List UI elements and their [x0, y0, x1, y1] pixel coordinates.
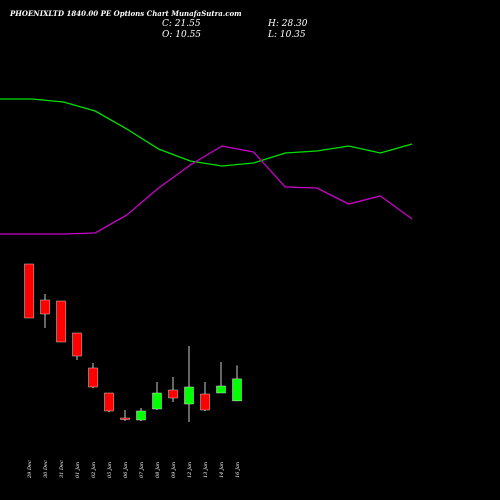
- candle-body: [24, 263, 34, 319]
- candle: [152, 382, 162, 410]
- candle-body: [168, 389, 178, 399]
- candle-body: [104, 392, 114, 412]
- x-tick-label: 31 Dec: [59, 460, 65, 478]
- candle: [88, 363, 98, 388]
- candle: [104, 392, 114, 412]
- x-tick-label: 01 Jan: [75, 462, 81, 478]
- candle-body: [56, 300, 66, 343]
- candle: [136, 408, 146, 421]
- candle: [24, 263, 34, 319]
- x-tick-label: 02 Jan: [91, 462, 97, 478]
- high-value: H: 28.30: [267, 19, 308, 29]
- x-tick-label: 16 Jan: [235, 462, 241, 478]
- candle: [72, 332, 82, 360]
- open-value: O: 10.55: [162, 30, 201, 40]
- candle-body: [120, 417, 130, 420]
- close-value: C: 21.55: [162, 19, 201, 29]
- candle-body: [72, 332, 82, 357]
- candle: [56, 300, 66, 343]
- candle: [168, 377, 178, 402]
- candle: [216, 362, 226, 394]
- chart-title: PHOENIXLTD 1840.00 PE Options Chart Muna…: [9, 9, 242, 18]
- x-tick-label: 14 Jan: [219, 462, 225, 478]
- indicator-lines: [0, 98, 413, 235]
- candle: [120, 410, 130, 421]
- x-tick-label: 07 Jan: [139, 462, 145, 478]
- x-axis-ticks: 29 Dec 30 Dec 31 Dec 01 Jan 02 Jan 05 Jan 06 J…: [27, 460, 241, 479]
- candle-body: [200, 393, 210, 411]
- indicator-line-1: [0, 98, 413, 167]
- candle-body: [152, 392, 162, 410]
- x-tick-label: 30 Dec: [43, 460, 49, 478]
- low-value: L: 10.35: [267, 30, 306, 40]
- x-tick-label: 08 Jan: [155, 462, 161, 478]
- candle-body: [40, 299, 50, 315]
- candle: [184, 346, 194, 422]
- x-tick-label: 13 Jan: [203, 462, 209, 478]
- candle: [40, 294, 50, 328]
- x-tick-label: 12 Jan: [187, 462, 193, 478]
- x-tick-label: 06 Jan: [123, 462, 129, 478]
- candle-body: [216, 385, 226, 394]
- candle-body: [184, 386, 194, 405]
- x-tick-label: 29 Dec: [27, 460, 33, 479]
- candle-body: [88, 367, 98, 388]
- candle-body: [232, 378, 242, 402]
- x-tick-label: 09 Jan: [171, 462, 177, 478]
- indicator-line-2: [0, 145, 413, 235]
- candle: [200, 382, 210, 411]
- candle-body: [136, 410, 146, 421]
- candles: [24, 263, 242, 422]
- candle: [232, 365, 242, 402]
- x-tick-label: 05 Jan: [107, 462, 113, 478]
